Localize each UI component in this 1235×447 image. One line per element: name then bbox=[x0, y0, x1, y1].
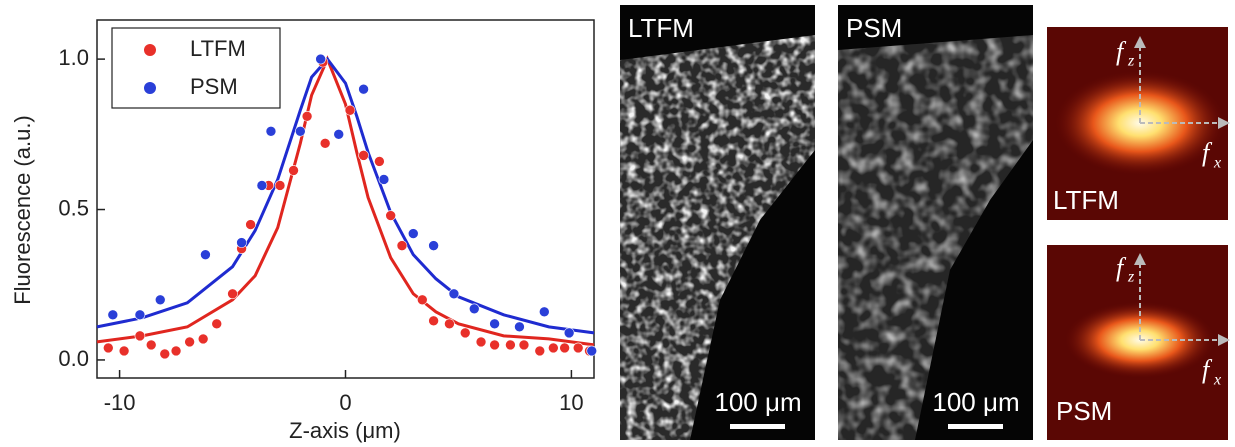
axis-sub: x bbox=[1213, 372, 1221, 389]
legend-label: LTFM bbox=[190, 36, 246, 61]
data-point bbox=[118, 345, 130, 357]
y-axis-label: Fluorescence (a.u.) bbox=[10, 115, 35, 305]
axis-f: f bbox=[1202, 138, 1213, 167]
legend-label: PSM bbox=[190, 74, 238, 99]
data-point bbox=[319, 138, 331, 149]
axis-f: f bbox=[1116, 37, 1127, 66]
data-point bbox=[256, 180, 268, 191]
data-point bbox=[159, 348, 171, 360]
data-point bbox=[154, 294, 166, 306]
x-axis-label: Z-axis (μm) bbox=[289, 418, 401, 443]
psm-spectrum: f z f x PSM bbox=[1047, 245, 1230, 440]
y-tick-label: 0.5 bbox=[58, 195, 89, 220]
data-point bbox=[374, 156, 385, 167]
scale-bar-label: 100 μm bbox=[714, 387, 801, 417]
data-point bbox=[145, 339, 157, 351]
data-point bbox=[505, 339, 516, 351]
data-point bbox=[274, 180, 286, 191]
data-point bbox=[245, 219, 256, 230]
scale-bar-label: 100 μm bbox=[932, 387, 1019, 417]
ltfm-image: LTFM 100 μm bbox=[620, 5, 815, 440]
axis-sub: z bbox=[1127, 53, 1135, 70]
psm-image: PSM 100 μm bbox=[838, 5, 1033, 440]
y-tick-label: 1.0 bbox=[58, 45, 89, 70]
data-point bbox=[417, 294, 428, 306]
panel-label: LTFM bbox=[628, 13, 694, 43]
data-point bbox=[344, 104, 356, 116]
data-point bbox=[385, 210, 396, 221]
spectrum-label: LTFM bbox=[1053, 185, 1119, 215]
data-point bbox=[396, 240, 408, 251]
data-point bbox=[134, 309, 146, 321]
data-point bbox=[333, 129, 345, 140]
data-point bbox=[288, 165, 299, 176]
axis-sub: x bbox=[1213, 155, 1221, 172]
data-point bbox=[559, 342, 570, 354]
data-point bbox=[572, 342, 584, 354]
data-point bbox=[358, 83, 369, 95]
data-point bbox=[538, 306, 550, 318]
data-point bbox=[200, 249, 211, 260]
data-point bbox=[170, 345, 182, 357]
data-point bbox=[315, 53, 326, 65]
data-point bbox=[586, 345, 598, 357]
data-point bbox=[407, 228, 419, 239]
data-point bbox=[468, 303, 480, 315]
data-point bbox=[514, 321, 525, 333]
x-tick-label: -10 bbox=[104, 390, 136, 415]
panel-label: PSM bbox=[846, 13, 902, 43]
data-point bbox=[102, 342, 114, 354]
data-point bbox=[211, 318, 223, 330]
data-point bbox=[475, 336, 487, 348]
data-point bbox=[489, 339, 500, 351]
data-point bbox=[197, 333, 209, 345]
data-point bbox=[107, 309, 119, 321]
data-point bbox=[236, 237, 247, 248]
data-point bbox=[358, 150, 369, 161]
data-point bbox=[548, 342, 559, 354]
data-point bbox=[428, 240, 439, 251]
y-tick-label: 0.0 bbox=[58, 346, 89, 371]
data-point bbox=[428, 315, 439, 327]
fit-line bbox=[96, 56, 595, 335]
data-point bbox=[227, 288, 238, 300]
scale-bar bbox=[730, 424, 785, 429]
data-point bbox=[444, 318, 455, 330]
x-tick-label: 0 bbox=[339, 390, 351, 415]
legend-box bbox=[111, 27, 281, 109]
data-point bbox=[184, 336, 195, 348]
legend-marker bbox=[144, 82, 156, 94]
x-tick-label: 10 bbox=[559, 390, 583, 415]
axis-sub: z bbox=[1127, 269, 1135, 286]
fit-line bbox=[96, 55, 595, 347]
data-point bbox=[459, 327, 471, 339]
data-point bbox=[534, 345, 546, 357]
data-point bbox=[489, 318, 500, 330]
data-point bbox=[134, 330, 146, 342]
data-point bbox=[448, 288, 460, 300]
data-point bbox=[295, 126, 306, 137]
spectrum-label: PSM bbox=[1056, 396, 1112, 426]
data-point bbox=[265, 126, 277, 137]
data-point bbox=[563, 327, 575, 339]
data-point bbox=[301, 110, 313, 122]
data-point bbox=[518, 339, 530, 351]
legend-marker bbox=[144, 44, 156, 56]
data-point bbox=[378, 174, 390, 185]
axis-f: f bbox=[1202, 355, 1213, 384]
ltfm-spectrum: f z f x LTFM bbox=[1047, 27, 1230, 220]
scale-bar bbox=[948, 424, 1003, 429]
axis-f: f bbox=[1116, 253, 1127, 282]
